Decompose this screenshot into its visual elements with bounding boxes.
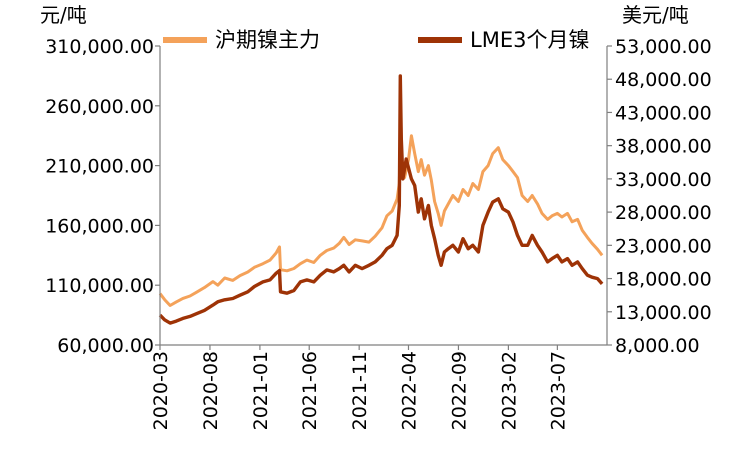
right-y-tick-label: 48,000.00 (615, 69, 712, 91)
x-tick-label: 2022-09 (448, 351, 470, 430)
right-y-tick-label: 43,000.00 (615, 102, 712, 124)
right-y-tick-label: 18,000.00 (615, 269, 712, 291)
series-layer (158, 74, 604, 325)
x-tick-label: 2020-03 (150, 351, 172, 430)
left-axis-unit-label: 元/吨 (40, 3, 87, 27)
x-tick-label: 2021-11 (349, 351, 371, 430)
x-tick-label: 2023-07 (547, 351, 569, 430)
right-y-tick-label: 53,000.00 (615, 36, 712, 58)
legend: 沪期镍主力 LME3个月镍 (163, 28, 589, 52)
left-y-tick-label: 160,000.00 (45, 215, 154, 237)
x-tick-label: 2021-06 (299, 351, 321, 430)
right-axis-unit-label: 美元/吨 (622, 3, 689, 27)
series-line-shfe-nickel (158, 128, 604, 307)
right-y-tick-label: 23,000.00 (615, 235, 712, 257)
right-y-tick-label: 13,000.00 (615, 302, 712, 324)
left-y-tick-label: 210,000.00 (45, 156, 154, 178)
right-y-tick-label: 38,000.00 (615, 136, 712, 158)
series-line-lme-nickel (158, 74, 604, 325)
left-y-tick-label: 310,000.00 (45, 36, 154, 58)
legend-label-lme-nickel: LME3个月镍 (470, 28, 589, 52)
x-tick-label: 2020-08 (200, 351, 222, 430)
left-y-tick-label: 260,000.00 (45, 96, 154, 118)
right-y-tick-label: 33,000.00 (615, 169, 712, 191)
axes-layer: 60,000.00 110,000.00 160,000.00 210,000.00 2… (45, 36, 712, 430)
x-tick-label: 2023-02 (498, 351, 520, 430)
right-y-tick-label: 28,000.00 (615, 202, 712, 224)
x-tick-label: 2021-01 (250, 351, 272, 430)
x-tick-label: 2022-04 (399, 351, 421, 430)
right-y-tick-label: 8,000.00 (615, 335, 700, 357)
left-y-tick-label: 60,000.00 (57, 335, 154, 357)
legend-label-shfe-nickel: 沪期镍主力 (215, 28, 320, 52)
left-y-tick-label: 110,000.00 (45, 275, 154, 297)
